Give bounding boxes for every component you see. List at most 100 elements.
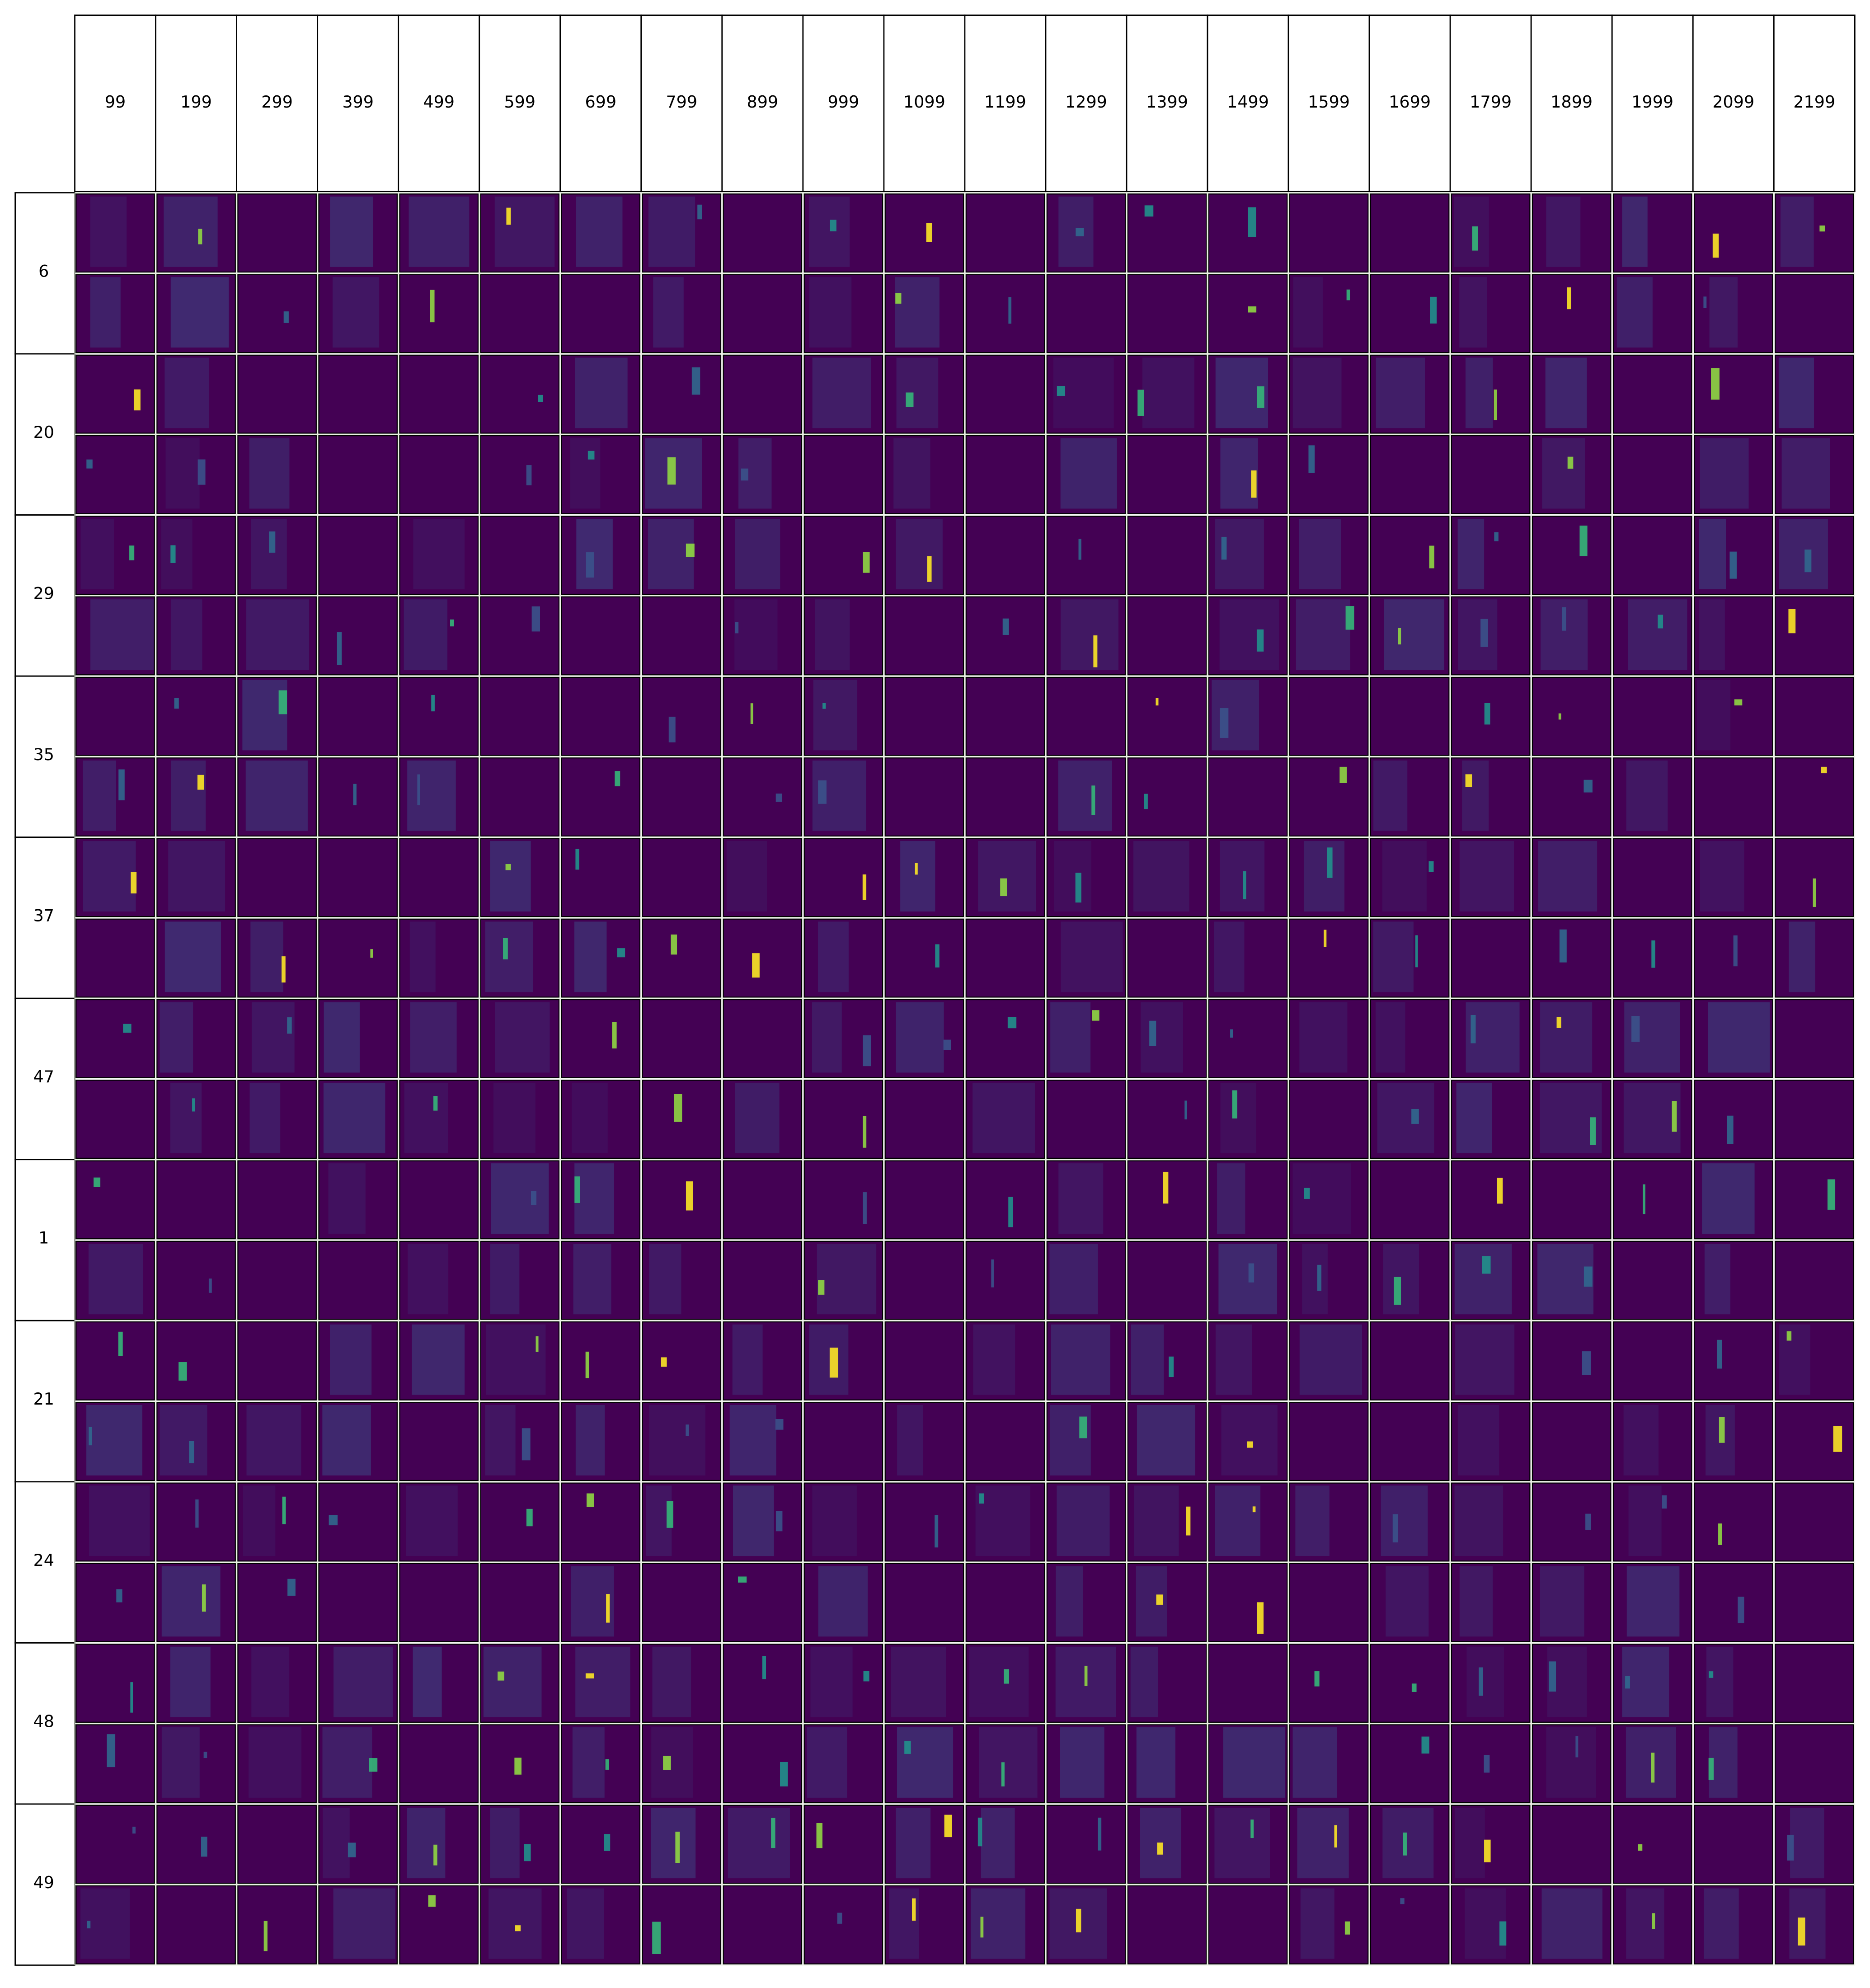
- thumbnail-texture: [1130, 1646, 1159, 1717]
- thumbnail: [156, 1321, 236, 1401]
- thumbnail: [1208, 1241, 1288, 1320]
- thumbnail: [1127, 193, 1207, 273]
- thumbnail-texture: [407, 760, 456, 831]
- thumbnail: [1532, 677, 1612, 756]
- column-header-cell: [1611, 14, 1694, 193]
- thumbnail-texture: [83, 841, 136, 912]
- thumbnail-feature: [775, 793, 783, 802]
- thumbnail: [561, 1644, 641, 1723]
- thumbnail: [723, 757, 803, 837]
- column-header-cell: [559, 14, 642, 193]
- thumbnail: [884, 596, 964, 676]
- thumbnail: [1289, 999, 1369, 1078]
- thumbnail: [642, 1321, 722, 1401]
- thumbnail: [884, 193, 964, 273]
- thumbnail: [318, 274, 398, 353]
- thumbnail: [1774, 1241, 1854, 1320]
- thumbnail: [1046, 1321, 1126, 1401]
- thumbnail-feature: [526, 465, 532, 485]
- thumbnail: [1693, 1160, 1773, 1240]
- thumbnail: [1612, 1241, 1692, 1320]
- thumbnail-feature: [822, 703, 826, 709]
- thumbnail-texture: [1623, 1405, 1659, 1476]
- thumbnail: [237, 838, 317, 917]
- column-header: 1799: [1470, 92, 1512, 112]
- thumbnail: [1532, 918, 1612, 998]
- thumbnail-texture: [1626, 1727, 1676, 1798]
- thumbnail: [1370, 1885, 1450, 1965]
- thumbnail: [1693, 1402, 1773, 1481]
- thumbnail-feature: [287, 1017, 292, 1034]
- thumbnail-texture: [1459, 1566, 1493, 1637]
- thumbnail: [399, 1321, 479, 1401]
- thumbnail: [1046, 1563, 1126, 1642]
- thumbnail-texture: [1061, 599, 1118, 670]
- thumbnail: [1208, 435, 1288, 514]
- thumbnail-feature: [1583, 780, 1593, 793]
- thumbnail: [965, 516, 1045, 595]
- thumbnail: [642, 999, 722, 1078]
- thumbnail-texture: [733, 1485, 774, 1556]
- thumbnail-feature: [1415, 935, 1418, 968]
- thumbnail: [1774, 516, 1854, 595]
- thumbnail-feature: [863, 1035, 871, 1067]
- thumbnail-texture: [1057, 1485, 1110, 1556]
- thumbnail-feature: [1317, 1264, 1322, 1291]
- thumbnail: [237, 757, 317, 837]
- thumbnail: [1451, 1563, 1531, 1642]
- thumbnail: [965, 1724, 1045, 1804]
- thumbnail: [642, 1563, 722, 1642]
- thumbnail-feature: [1144, 205, 1154, 217]
- column-header: 499: [423, 92, 455, 112]
- thumbnail-texture: [246, 599, 310, 670]
- thumbnail-texture: [409, 196, 470, 267]
- thumbnail: [237, 999, 317, 1078]
- thumbnail-feature: [1230, 1029, 1233, 1038]
- thumbnail-feature: [522, 1428, 531, 1461]
- thumbnail-feature: [617, 948, 625, 958]
- thumbnail-texture: [1457, 518, 1485, 589]
- thumbnail-texture: [171, 760, 206, 831]
- thumbnail-texture: [651, 1727, 693, 1798]
- thumbnail: [237, 596, 317, 676]
- column-header: 799: [666, 92, 697, 112]
- thumbnail-feature: [1719, 1417, 1725, 1443]
- thumbnail-feature: [1346, 289, 1350, 301]
- thumbnail-feature: [587, 451, 595, 460]
- thumbnail-feature: [1184, 1100, 1187, 1120]
- thumbnail: [642, 1482, 722, 1562]
- thumbnail: [561, 274, 641, 353]
- thumbnail-texture: [1458, 599, 1498, 670]
- thumbnail: [1289, 1321, 1369, 1401]
- thumbnail-feature: [686, 1181, 693, 1211]
- thumbnail-texture: [89, 1485, 150, 1556]
- thumbnail-feature: [515, 1925, 521, 1932]
- thumbnail: [156, 1563, 236, 1642]
- thumbnail-texture: [1696, 680, 1731, 751]
- thumbnail: [1612, 999, 1692, 1078]
- thumbnail-feature: [197, 775, 204, 790]
- thumbnail: [561, 838, 641, 917]
- thumbnail-texture: [575, 1646, 630, 1717]
- thumbnail-feature: [863, 552, 870, 573]
- thumbnail-feature: [1788, 609, 1796, 634]
- thumbnail: [1127, 838, 1207, 917]
- column-header: 1999: [1631, 92, 1673, 112]
- thumbnail-feature: [202, 1584, 206, 1612]
- thumbnail: [480, 999, 560, 1078]
- thumbnail-texture: [1454, 1485, 1504, 1556]
- thumbnail: [318, 354, 398, 434]
- thumbnail: [1370, 1482, 1450, 1562]
- thumbnail-feature: [818, 780, 827, 804]
- thumbnail-feature: [282, 956, 286, 983]
- thumbnail: [1046, 274, 1126, 353]
- thumbnail: [1208, 1644, 1288, 1723]
- thumbnail-feature: [132, 1826, 136, 1834]
- thumbnail: [399, 1241, 479, 1320]
- thumbnail: [1046, 999, 1126, 1078]
- thumbnail-feature: [1232, 1090, 1237, 1119]
- thumbnail-feature: [1002, 618, 1009, 635]
- thumbnail: [156, 354, 236, 434]
- thumbnail: [965, 677, 1045, 756]
- thumbnail: [1693, 1321, 1773, 1401]
